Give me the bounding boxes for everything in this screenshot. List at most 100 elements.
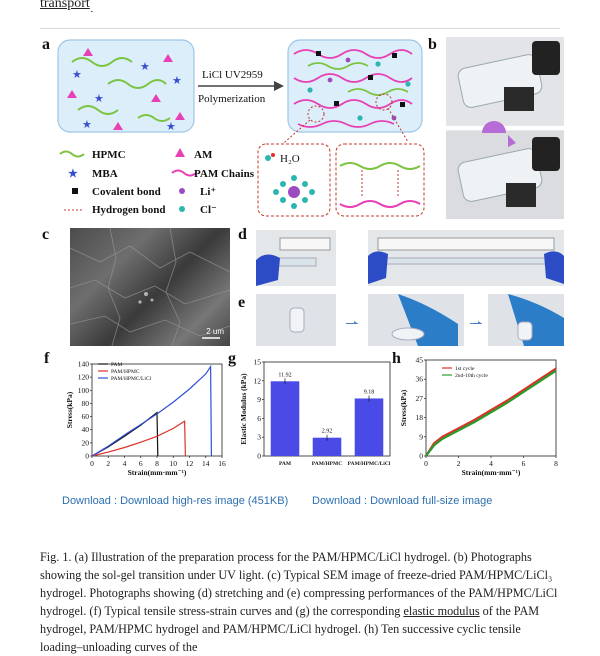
panel-e-photo-3 [488,294,564,346]
chart-f-legend-label: PAM/HPMC/LiCl [111,376,152,382]
chart-g-ytick-label: 15 [254,358,262,367]
svg-text:★: ★ [166,121,176,133]
svg-text:★: ★ [94,93,104,105]
top-link[interactable]: transport [40,0,90,11]
legend-am: AM [194,149,213,161]
chart-h-series-line [425,369,557,457]
inset-bonds [335,143,425,217]
chart-f-xtick-label: 0 [90,459,94,468]
chart-h-series-line [425,367,557,457]
arrow-d [346,253,360,257]
chart-f-xlabel: Strain(mm·mm⁻¹) [128,468,187,477]
svg-text:★: ★ [172,75,182,87]
chart-h-ytick-label: 36 [416,375,424,384]
chart-f-xtick-label: 8 [155,459,159,468]
chart-g-ytick-label: 9 [257,395,261,404]
chart-g-category-label: PAM/HPMC/LiCl [348,461,391,467]
chart-h-xtick-label: 8 [554,459,558,468]
chart-f-xtick-label: 4 [123,459,127,468]
chart-f-xtick-label: 16 [218,459,226,468]
chart-g-value-label: 11.92 [278,372,291,378]
chart-h-ylabel: Stress(kPa) [400,389,408,426]
chart-f-xtick-label: 10 [170,459,178,468]
legend-pam-chains: PAM Chains [194,168,255,180]
svg-text:★: ★ [68,168,78,180]
chart-g-bar [354,398,384,456]
chart-f-ytick-label: 140 [78,360,90,369]
chart-f-ytick-label: 40 [82,425,90,434]
chart-g-category-label: PAM [279,461,292,467]
chart-f: 0 2 4 6 8 10 12 14 16 0 20 40 60 80 100 120 140 Strain(mm… [65,360,226,478]
chart-g-ytick-label: 3 [257,433,261,442]
chart-h-legend-label: 2nd-10th cycle [455,373,488,379]
chart-f-ytick-label: 20 [82,438,90,447]
chart-f-legend-label: PAM [111,362,123,368]
caption-link-elastic-modulus[interactable]: elastic modulus [403,604,480,618]
chart-h-ytick-label: 18 [416,413,424,422]
chart-g-value-label: 2.92 [322,429,333,435]
chart-g-ytick-label: 0 [257,452,261,461]
legend-li: Li⁺ [200,186,216,198]
figure-caption: Fig. 1. (a) Illustration of the preparat… [40,548,560,656]
chart-f-ytick-label: 100 [78,386,90,395]
chart-f-series-line [91,364,212,457]
chart-h-xlabel: Strain(mm·mm⁻¹) [462,468,521,477]
panel-e-photo-2 [368,294,464,346]
chart-h-axes-frame [425,359,557,457]
top-link-row: transport. [40,0,560,12]
panel-letter-h: h [392,350,401,367]
chart-h-ytick-label: 27 [416,394,424,403]
chart-f-xtick-label: 14 [202,459,210,468]
legend-cl: Cl⁻ [200,204,217,216]
panel-letter-e: e [238,294,246,311]
chart-g-bar [270,381,300,456]
legend-covalent: Covalent bond [92,186,161,198]
chart-h: 0 2 4 6 8 0 9 18 27 36 45 Strain(mm·mm⁻¹) Stress(kPa… [400,356,558,477]
divider [40,28,560,29]
chart-f-series-line [91,420,186,457]
panel-letter-b: b [428,36,437,53]
panel-letter-f: f [44,350,50,367]
svg-text:★: ★ [82,119,92,131]
panel-letter-a: a [42,36,50,53]
chart-f-ytick-label: 60 [82,412,90,421]
legend-hpmc: HPMC [92,149,126,161]
chart-h-xtick-label: 2 [457,459,461,468]
chart-h-ytick-label: 0 [419,452,423,461]
chart-g-bar [312,437,342,456]
download-full-size-link[interactable]: Download : Download full-size image [312,495,493,507]
panel-letter-g: g [228,350,236,367]
chart-h-xtick-label: 0 [424,459,428,468]
panel-letter-d: d [238,226,247,243]
legend-hydrogen: Hydrogen bond [92,204,165,216]
svg-text:★: ★ [72,69,82,81]
chart-g-ytick-label: 6 [257,414,261,423]
chart-f-xtick-label: 6 [139,459,143,468]
download-high-res-link[interactable]: Download : Download high-res image (451K… [62,495,289,507]
panel-c-sem-image: 2 um [70,228,230,346]
arrow-e2 [470,316,484,324]
chart-f-legend-label: PAM/HPMC [111,369,140,375]
chart-h-legend-label: 1st cycle [455,366,475,372]
chart-g-ytick-label: 12 [254,376,262,385]
arrow-label-1: LiCl UV2959 [202,69,263,81]
chart-h-xtick-label: 4 [489,459,493,468]
chart-f-ytick-label: 120 [78,373,90,382]
hydrogel-box [287,39,423,133]
legend-mba: MBA [92,168,118,180]
chart-f-ytick-label: 80 [82,399,90,408]
chart-f-xtick-label: 2 [106,459,110,468]
chart-f-ytick-label: 0 [85,452,89,461]
arrow-label-2: Polymerization [198,93,266,105]
chart-g-value-label: 9.18 [364,389,375,395]
chart-g: 0 3 6 9 12 15 Elastic Modulus (kPa) 11.92 PAM 2.9… [239,358,391,468]
arrow-e1 [346,316,360,324]
panel-e-photo-1 [256,294,336,346]
chart-h-xtick-label: 6 [522,459,526,468]
chart-g-ylabel: Elastic Modulus (kPa) [239,373,248,445]
chart-h-ytick-label: 9 [419,432,423,441]
h2o-label: H₂O [280,153,300,165]
panel-b-vial-photo [446,37,564,219]
panel-d-photo-stretched [368,230,564,286]
sem-scale-label: 2 um [206,327,224,336]
